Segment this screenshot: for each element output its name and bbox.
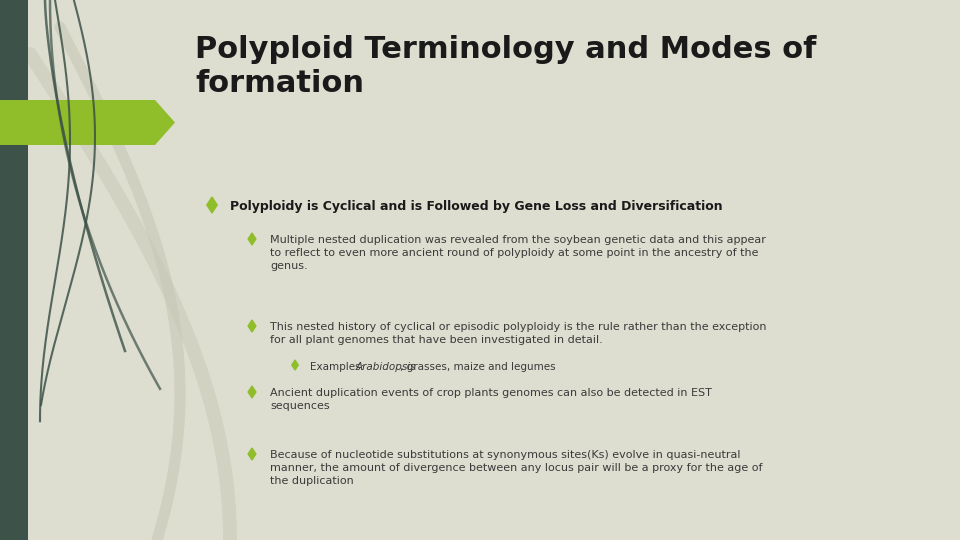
Text: Arabidopsis: Arabidopsis — [356, 362, 417, 372]
Polygon shape — [248, 320, 256, 332]
Text: Polyploidy is Cyclical and is Followed by Gene Loss and Diversification: Polyploidy is Cyclical and is Followed b… — [230, 200, 723, 213]
Bar — [0, 0, 28, 540]
Text: Polyploid Terminology and Modes of
formation: Polyploid Terminology and Modes of forma… — [195, 35, 816, 98]
Text: Because of nucleotide substitutions at synonymous sites(Ks) evolve in quasi-neut: Because of nucleotide substitutions at s… — [270, 450, 762, 487]
Text: This nested history of cyclical or episodic polyploidy is the rule rather than t: This nested history of cyclical or episo… — [270, 322, 766, 345]
Text: Ancient duplication events of crop plants genomes can also be detected in EST
se: Ancient duplication events of crop plant… — [270, 388, 712, 411]
Text: , grasses, maize and legumes: , grasses, maize and legumes — [400, 362, 556, 372]
Polygon shape — [0, 100, 175, 145]
Polygon shape — [248, 448, 256, 460]
Polygon shape — [206, 197, 217, 213]
Polygon shape — [248, 386, 256, 398]
Text: Examples:: Examples: — [310, 362, 368, 372]
Polygon shape — [292, 360, 299, 370]
Text: Multiple nested duplication was revealed from the soybean genetic data and this : Multiple nested duplication was revealed… — [270, 235, 766, 272]
Polygon shape — [248, 233, 256, 245]
